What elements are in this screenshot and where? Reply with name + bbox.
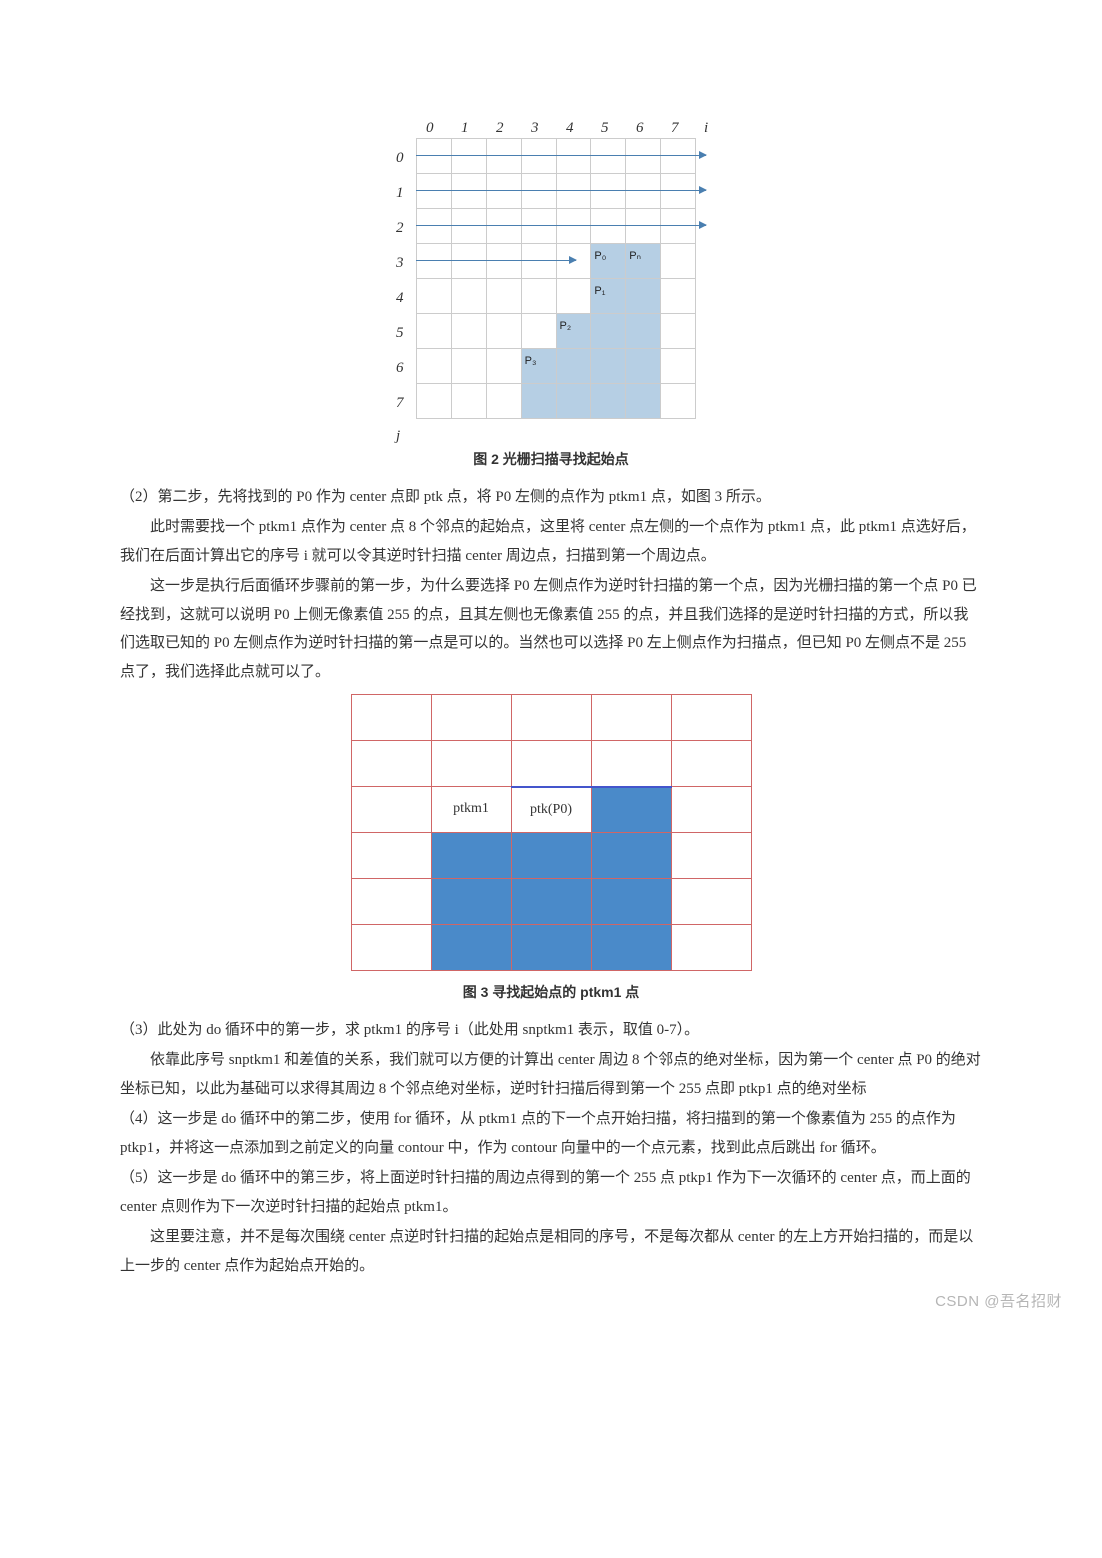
paragraph: （3）此处为 do 循环中的第一步，求 ptkm1 的序号 i（此处用 snpt… [120, 1016, 982, 1045]
scan-arrow [416, 155, 706, 156]
point-p2: P₂ [560, 316, 572, 337]
figure-2-grid: 0 1 2 3 4 5 6 7 i 0 1 2 3 4 5 6 7 j P₀ P… [386, 108, 716, 438]
point-p0: P₀ [594, 246, 606, 267]
figure-3: ptkm1 ptk(P0) [120, 694, 982, 971]
row-label-j: j [396, 422, 400, 451]
label-ptk: ptk(P0) [511, 787, 591, 833]
col-label-i: i [704, 114, 708, 143]
row-label: 3 [396, 249, 404, 278]
scan-arrow [416, 225, 706, 226]
paragraph: （2）第二步，先将找到的 P0 作为 center 点即 ptk 点，将 P0 … [120, 483, 982, 512]
paragraph: 依靠此序号 snptkm1 和差值的关系，我们就可以方便的计算出 center … [120, 1046, 982, 1103]
figure-2-caption: 图 2 光栅扫描寻找起始点 [120, 446, 982, 473]
paragraph: 此时需要找一个 ptkm1 点作为 center 点 8 个邻点的起始点，这里将… [120, 513, 982, 570]
figure-2: 0 1 2 3 4 5 6 7 i 0 1 2 3 4 5 6 7 j P₀ P… [120, 108, 982, 438]
row-label: 7 [396, 389, 404, 418]
scan-arrow [416, 190, 706, 191]
figure-2-table: P₀ Pₙ P₁ P₂ P₃ [416, 138, 696, 419]
scan-arrow [416, 260, 576, 261]
paragraph: 这里要注意，并不是每次围绕 center 点逆时针扫描的起始点是相同的序号，不是… [120, 1223, 982, 1280]
paragraph: （5）这一步是 do 循环中的第三步，将上面逆时针扫描的周边点得到的第一个 25… [120, 1164, 982, 1221]
figure-3-grid: ptkm1 ptk(P0) [351, 694, 752, 971]
point-pn: Pₙ [629, 246, 641, 267]
paragraph: 这一步是执行后面循环步骤前的第一步，为什么要选择 P0 左侧点作为逆时针扫描的第… [120, 572, 982, 686]
row-label: 5 [396, 319, 404, 348]
label-ptkm1: ptkm1 [431, 787, 511, 833]
figure-3-table: ptkm1 ptk(P0) [351, 694, 752, 971]
row-label: 6 [396, 354, 404, 383]
row-label: 0 [396, 144, 404, 173]
paragraph: （4）这一步是 do 循环中的第二步，使用 for 循环，从 ptkm1 点的下… [120, 1105, 982, 1162]
row-label: 4 [396, 284, 404, 313]
row-label: 2 [396, 214, 404, 243]
watermark: CSDN @吾名招财 [935, 1288, 1062, 1317]
point-p1: P₁ [594, 281, 605, 302]
point-p3: P₃ [525, 351, 537, 372]
row-label: 1 [396, 179, 404, 208]
figure-3-caption: 图 3 寻找起始点的 ptkm1 点 [120, 979, 982, 1006]
